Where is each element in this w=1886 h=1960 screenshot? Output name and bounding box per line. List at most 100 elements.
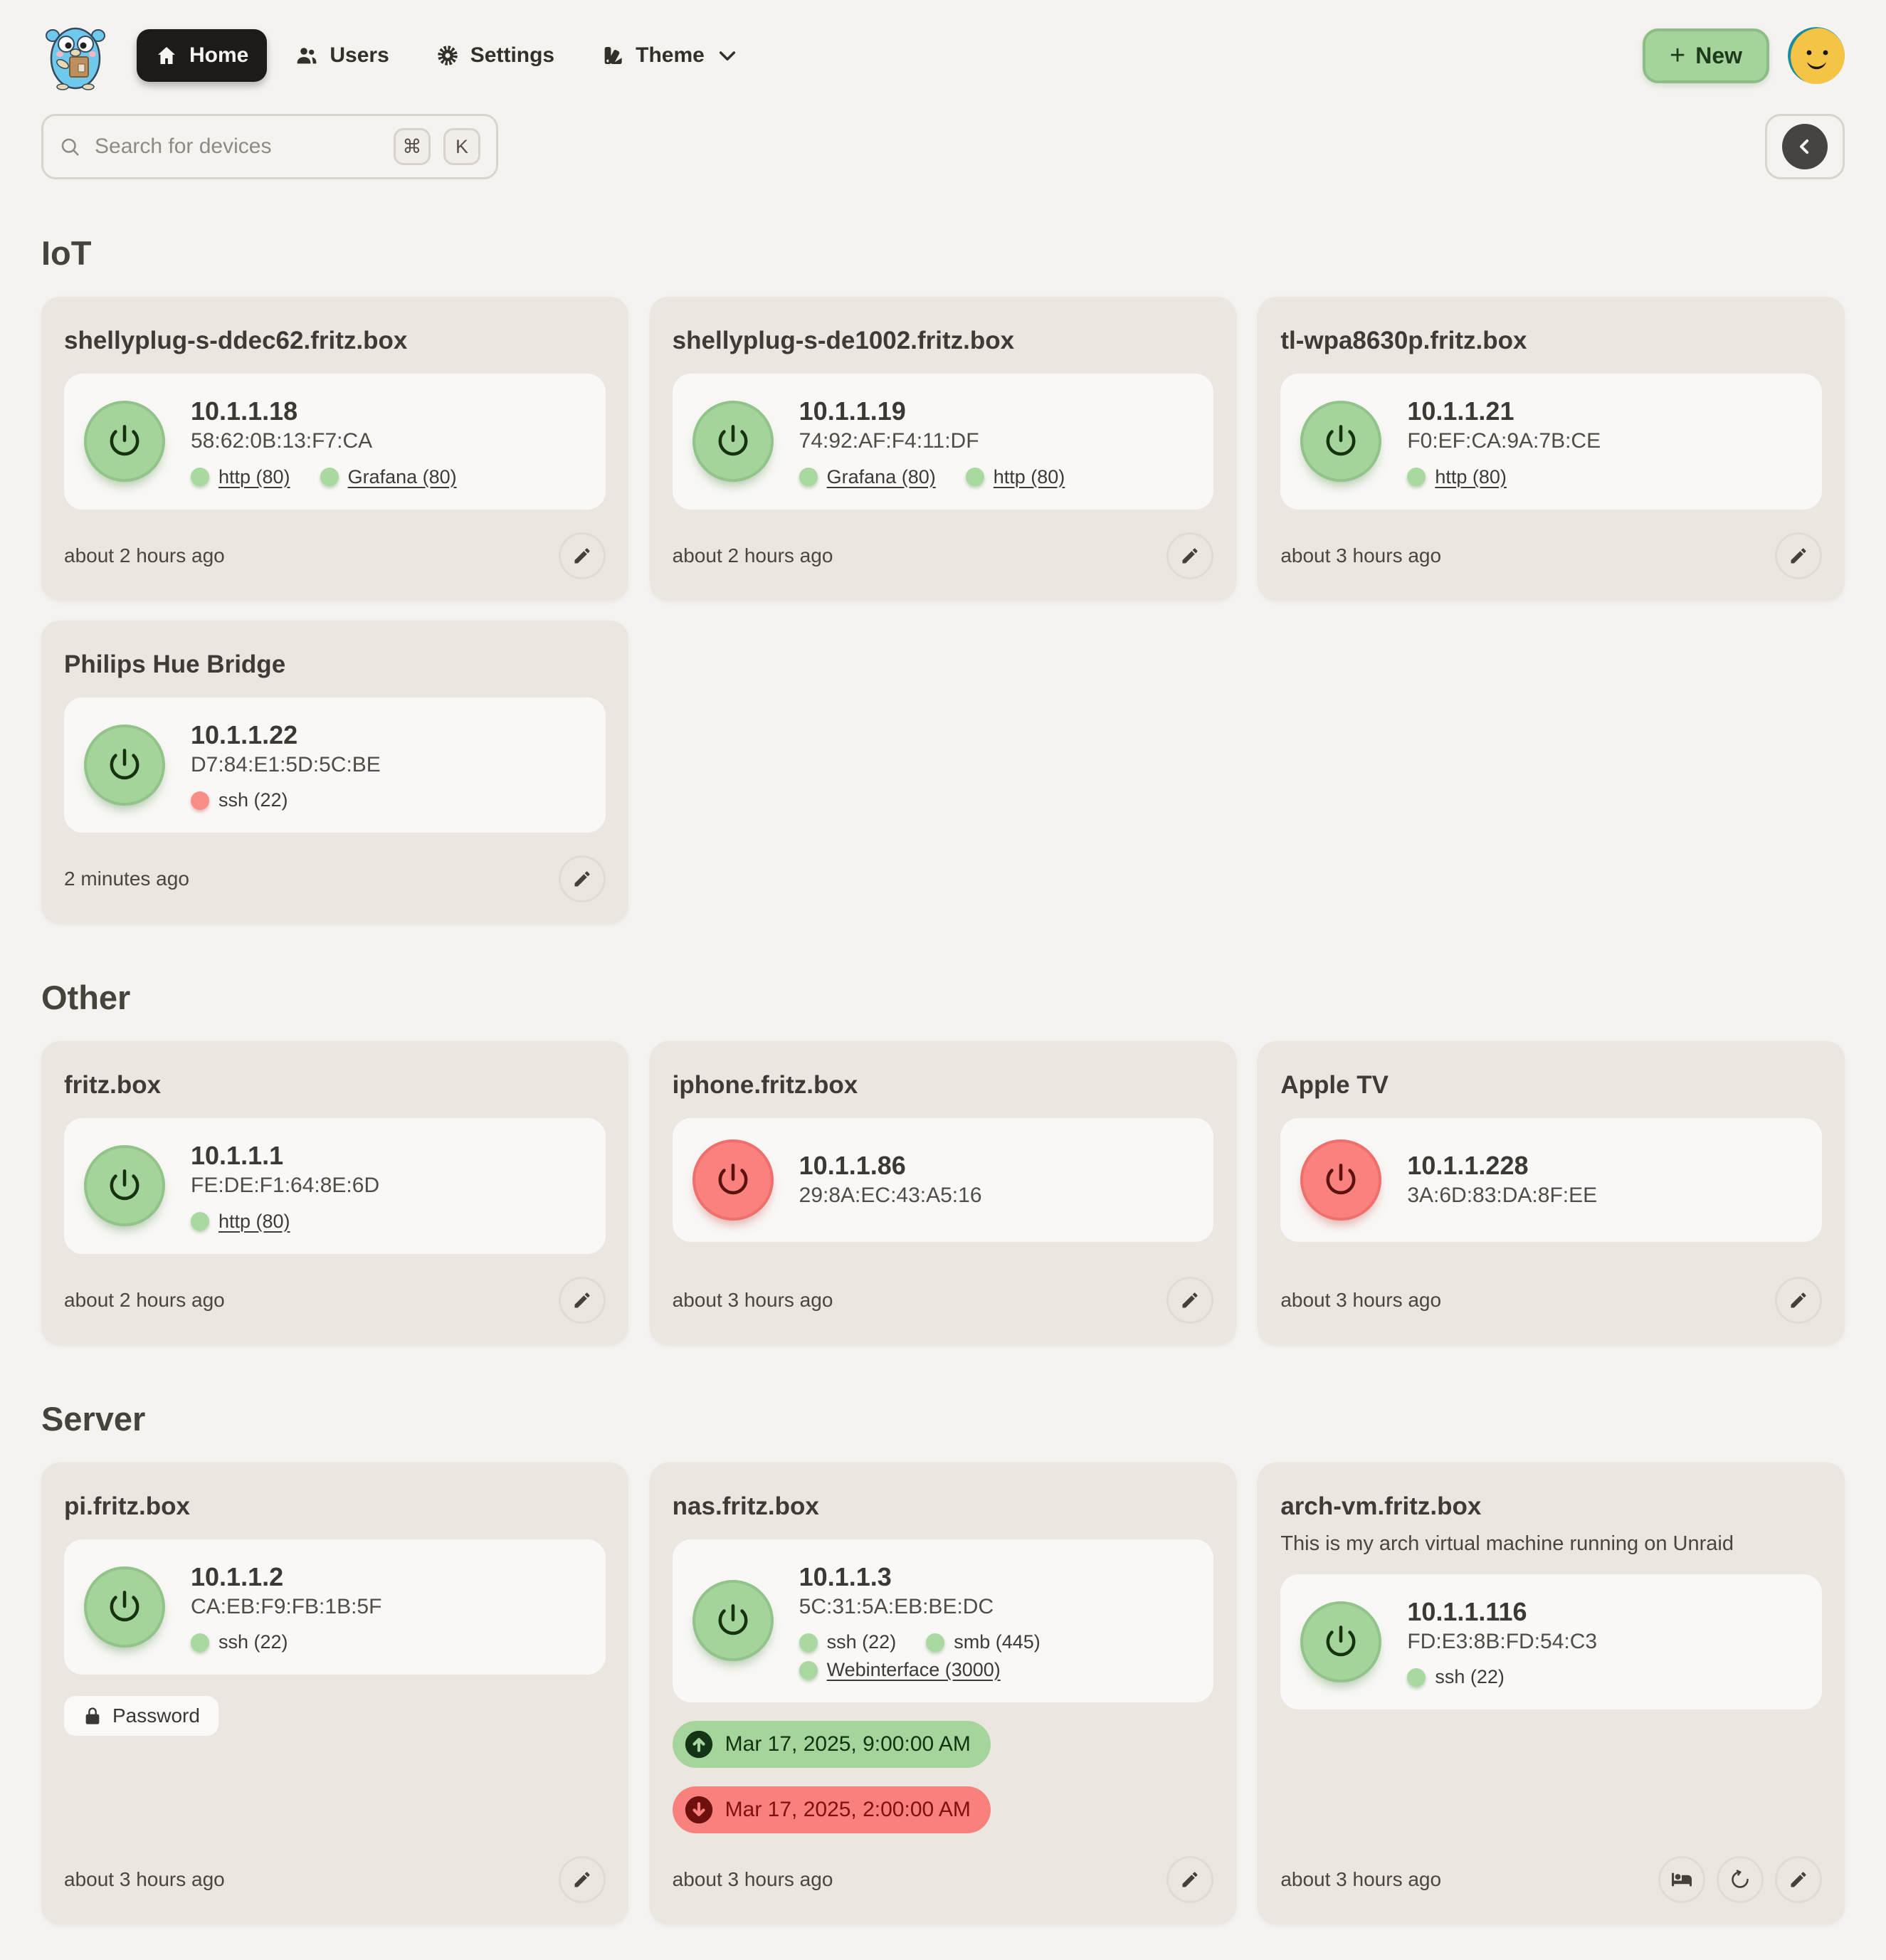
pencil-icon xyxy=(574,1872,590,1887)
edit-button[interactable] xyxy=(1775,1856,1822,1903)
edit-button[interactable] xyxy=(558,1856,606,1903)
device-mac: F0:EF:CA:9A:7B:CE xyxy=(1407,429,1601,453)
device-card: fritz.box 10.1.1.1 FE:DE:F1:64:8E:6D htt… xyxy=(41,1041,628,1345)
top-bar: Home Users Settings xyxy=(41,19,1845,93)
device-netinfo: 10.1.1.228 3A:6D:83:DA:8F:EE xyxy=(1407,1149,1597,1211)
power-button[interactable] xyxy=(84,1145,165,1227)
device-ip: 10.1.1.116 xyxy=(1407,1596,1527,1626)
wake-schedule-badge: Mar 17, 2025, 9:00:00 AM xyxy=(672,1721,991,1768)
device-ports: http (80) xyxy=(191,1211,379,1233)
edit-button[interactable] xyxy=(1775,532,1822,579)
last-seen: about 2 hours ago xyxy=(64,544,225,567)
arrow-up-circle-icon xyxy=(685,1730,712,1759)
pencil-icon xyxy=(1182,547,1198,563)
nav-item-settings[interactable]: Settings xyxy=(418,29,573,82)
pencil-icon xyxy=(574,1292,590,1307)
power-button[interactable] xyxy=(84,1566,165,1648)
device-panel: 10.1.1.228 3A:6D:83:DA:8F:EE xyxy=(1280,1118,1822,1242)
power-icon xyxy=(718,425,748,456)
search-input[interactable] xyxy=(93,134,381,159)
chevron-down-icon xyxy=(719,51,735,61)
port-link[interactable]: Grafana (80) xyxy=(799,466,936,488)
restore-button[interactable] xyxy=(1717,1856,1764,1903)
device-ports: ssh (22) xyxy=(191,789,381,811)
home-icon xyxy=(158,47,175,64)
edit-button[interactable] xyxy=(1166,532,1214,579)
card-actions xyxy=(1166,1856,1214,1903)
device-netinfo: 10.1.1.22 D7:84:E1:5D:5C:BE ssh (22) xyxy=(191,719,381,812)
device-ports: ssh (22) xyxy=(1407,1666,1597,1688)
device-description: This is my arch virtual machine running … xyxy=(1280,1532,1734,1555)
power-button[interactable] xyxy=(692,1139,774,1221)
card-footer: about 3 hours ago xyxy=(673,1833,1214,1903)
shutdown-schedule-badge: Mar 17, 2025, 2:00:00 AM xyxy=(672,1786,991,1833)
device-mac: 5C:31:5A:EB:BE:DC xyxy=(799,1594,994,1618)
power-button[interactable] xyxy=(692,1580,774,1662)
edit-button[interactable] xyxy=(1775,1276,1822,1324)
section-title-server: Server xyxy=(41,1399,146,1438)
card-actions xyxy=(558,1276,606,1324)
avatar[interactable] xyxy=(1788,27,1845,84)
pencil-icon xyxy=(1182,1872,1198,1887)
device-name: pi.fritz.box xyxy=(64,1492,190,1520)
device-netinfo: 10.1.1.21 F0:EF:CA:9A:7B:CE http (80) xyxy=(1407,395,1601,488)
arrow-down-circle-icon xyxy=(685,1796,712,1824)
nav-item-theme[interactable]: Theme xyxy=(583,29,757,82)
device-ip: 10.1.1.86 xyxy=(799,1151,906,1181)
device-ip: 10.1.1.22 xyxy=(191,720,298,749)
port-link[interactable]: http (80) xyxy=(1407,466,1507,488)
card-footer: about 3 hours ago xyxy=(673,1254,1214,1324)
device-panel: 10.1.1.1 FE:DE:F1:64:8E:6D http (80) xyxy=(64,1118,606,1254)
power-button[interactable] xyxy=(84,401,165,483)
power-button[interactable] xyxy=(1300,401,1382,483)
port-status-dot xyxy=(191,1212,209,1231)
port-link[interactable]: http (80) xyxy=(965,466,1065,488)
power-button[interactable] xyxy=(1300,1601,1382,1682)
power-icon xyxy=(718,1164,748,1195)
port-link[interactable]: http (80) xyxy=(191,1211,290,1233)
device-ip: 10.1.1.2 xyxy=(191,1561,284,1591)
power-button[interactable] xyxy=(692,401,774,483)
bed-icon xyxy=(1672,1872,1692,1887)
edit-button[interactable] xyxy=(1166,1276,1214,1324)
device-name: shellyplug-s-de1002.fritz.box xyxy=(672,327,1015,354)
other-grid: fritz.box 10.1.1.1 FE:DE:F1:64:8E:6D htt… xyxy=(41,1041,1845,1345)
device-ip: 10.1.1.18 xyxy=(191,396,298,426)
new-device-button[interactable]: + New xyxy=(1643,28,1769,83)
edit-button[interactable] xyxy=(558,1276,606,1324)
port-link[interactable]: http (80) xyxy=(191,466,290,488)
device-panel: 10.1.1.116 FD:E3:8B:FD:54:C3 ssh (22) xyxy=(1280,1574,1822,1709)
edit-button[interactable] xyxy=(558,532,606,579)
sleep-button[interactable] xyxy=(1658,1856,1705,1903)
port-link[interactable]: Grafana (80) xyxy=(320,466,457,488)
theme-swatch-icon xyxy=(604,47,622,64)
pencil-icon xyxy=(1182,1292,1198,1307)
power-icon xyxy=(1326,1164,1356,1195)
power-button[interactable] xyxy=(84,724,165,806)
device-panel: 10.1.1.22 D7:84:E1:5D:5C:BE ssh (22) xyxy=(64,697,606,833)
password-badge-label: Password xyxy=(112,1705,200,1727)
port-link[interactable]: Webinterface (3000) xyxy=(799,1659,1001,1681)
card-actions xyxy=(558,855,606,902)
last-seen: about 3 hours ago xyxy=(672,1288,833,1311)
port-status: ssh (22) xyxy=(191,789,288,811)
power-icon xyxy=(1326,1625,1356,1656)
edit-button[interactable] xyxy=(558,855,606,902)
nav-item-users[interactable]: Users xyxy=(277,29,407,82)
device-ip: 10.1.1.3 xyxy=(799,1561,892,1591)
power-button[interactable] xyxy=(1300,1139,1382,1221)
port-status-dot xyxy=(320,468,339,486)
port-status-dot xyxy=(191,791,209,810)
card-footer: about 2 hours ago xyxy=(673,510,1214,579)
power-icon xyxy=(110,1590,139,1621)
device-netinfo: 10.1.1.19 74:92:AF:F4:11:DF Grafana (80)… xyxy=(799,395,1065,488)
power-icon xyxy=(110,1169,139,1201)
edit-button[interactable] xyxy=(1166,1856,1214,1903)
pencil-icon xyxy=(1791,547,1806,563)
card-actions xyxy=(558,1856,606,1903)
collapse-panel-button[interactable] xyxy=(1765,114,1845,179)
nav-item-home[interactable]: Home xyxy=(137,29,268,82)
upsnap-gopher-logo[interactable] xyxy=(41,20,110,91)
port-status-dot xyxy=(191,468,209,486)
